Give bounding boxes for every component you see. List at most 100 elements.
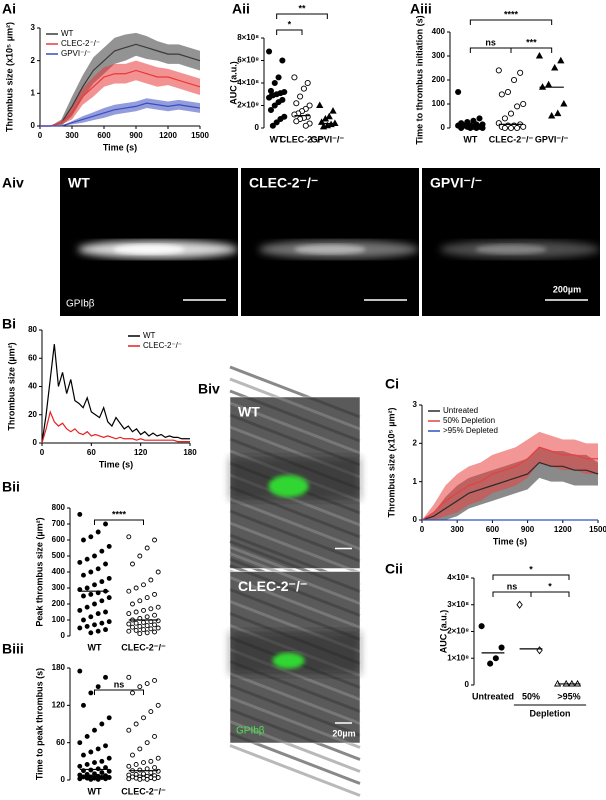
data-point bbox=[516, 600, 523, 609]
data-point bbox=[266, 48, 273, 55]
data-point bbox=[141, 627, 146, 633]
x-tick-label: CLEC-2⁻/⁻ bbox=[280, 134, 325, 144]
data-point bbox=[275, 99, 282, 106]
data-point bbox=[126, 727, 132, 733]
data-point bbox=[103, 561, 108, 567]
data-point bbox=[144, 630, 150, 636]
data-point bbox=[92, 727, 97, 733]
data-point bbox=[95, 766, 101, 772]
data-point bbox=[544, 80, 553, 88]
data-point bbox=[133, 609, 139, 615]
y-tick-label: 3×10⁸ bbox=[447, 600, 469, 609]
image-label: WT bbox=[238, 404, 260, 420]
data-point bbox=[84, 733, 90, 739]
data-point bbox=[103, 776, 108, 782]
data-line bbox=[41, 410, 190, 444]
x-tick-label: CLEC-2⁻/⁻ bbox=[489, 134, 534, 144]
data-point bbox=[137, 767, 143, 773]
data-point bbox=[103, 609, 108, 615]
y-tick-label: 100 bbox=[52, 615, 66, 624]
data-point bbox=[269, 122, 276, 129]
data-point bbox=[297, 93, 304, 100]
y-tick-label: 0 bbox=[413, 515, 418, 524]
texture bbox=[229, 401, 361, 455]
data-point bbox=[321, 114, 330, 122]
data-point bbox=[148, 577, 154, 583]
x-tick-label: WT bbox=[463, 134, 477, 144]
y-tick-label: 400 bbox=[52, 567, 66, 576]
data-point bbox=[325, 112, 333, 120]
data-point bbox=[99, 721, 105, 727]
data-point bbox=[126, 763, 132, 769]
x-tick-label: 300 bbox=[65, 131, 79, 140]
data-point bbox=[302, 122, 309, 129]
signal bbox=[268, 475, 309, 498]
data-point bbox=[306, 102, 313, 109]
data-line bbox=[41, 344, 190, 444]
data-point bbox=[133, 585, 139, 591]
y-tick-label: 300 bbox=[432, 51, 446, 60]
y-tick-label: 600 bbox=[52, 535, 66, 544]
y-axis-label: Thrombus size (x10⁵ µm²) bbox=[4, 22, 14, 132]
data-point bbox=[99, 598, 105, 604]
panel-label: Biv bbox=[198, 381, 220, 397]
data-point bbox=[77, 511, 83, 517]
y-tick-label: 0 bbox=[31, 121, 36, 130]
y-axis-label: Time to peak thrombus (s) bbox=[34, 668, 44, 780]
data-point bbox=[126, 611, 132, 617]
data-point bbox=[152, 776, 157, 782]
significance-bracket bbox=[469, 19, 553, 25]
data-point bbox=[106, 575, 112, 581]
data-point bbox=[152, 765, 157, 771]
y-axis-label: AUC (a.u.) bbox=[228, 61, 238, 105]
data-point bbox=[133, 627, 139, 633]
texture bbox=[229, 744, 361, 797]
data-point bbox=[106, 619, 112, 625]
data-point bbox=[130, 624, 135, 630]
significance-bracket bbox=[530, 591, 570, 597]
data-point bbox=[293, 100, 300, 107]
data-point bbox=[77, 559, 83, 565]
data-point bbox=[152, 537, 157, 543]
data-point bbox=[99, 579, 105, 585]
frame bbox=[229, 396, 361, 569]
texture bbox=[229, 509, 361, 563]
data-point bbox=[133, 761, 139, 767]
signal bbox=[113, 244, 185, 255]
data-point bbox=[95, 529, 101, 535]
panel-label: Cii bbox=[385, 561, 403, 577]
data-point bbox=[88, 614, 94, 620]
y-tick-label: 0 bbox=[441, 123, 446, 132]
y-tick-label: 8×10⁸ bbox=[237, 33, 259, 42]
x-tick-label: 1200 bbox=[554, 525, 572, 534]
data-point bbox=[319, 122, 328, 130]
x-tick-label: 1200 bbox=[159, 131, 177, 140]
significance-label: **** bbox=[504, 9, 519, 19]
y-tick-label: 1×10⁸ bbox=[447, 653, 469, 662]
data-point bbox=[554, 109, 562, 117]
y-axis-label: Time to thrombus initiation (s) bbox=[414, 15, 424, 144]
x-tick-label: 900 bbox=[129, 131, 143, 140]
data-line bbox=[421, 446, 598, 521]
signal bbox=[475, 244, 547, 255]
data-point bbox=[144, 776, 150, 782]
significance-bracket bbox=[94, 519, 144, 525]
data-point bbox=[92, 622, 97, 628]
data-point bbox=[77, 607, 83, 613]
data-point bbox=[95, 611, 101, 617]
data-point bbox=[271, 79, 278, 87]
y-tick-label: 200 bbox=[52, 599, 66, 608]
texture bbox=[229, 552, 361, 605]
signal bbox=[294, 244, 366, 255]
legend-label: CLEC-2⁻/⁻ bbox=[143, 341, 182, 350]
data-point bbox=[155, 755, 161, 761]
x-tick-label: 60 bbox=[87, 448, 96, 457]
data-point bbox=[492, 655, 499, 662]
data-point bbox=[95, 628, 101, 634]
data-point bbox=[141, 771, 146, 777]
data-point bbox=[536, 646, 543, 655]
panel-label: Aiv bbox=[2, 175, 24, 191]
data-point bbox=[155, 604, 161, 610]
panel-label: Biii bbox=[2, 641, 24, 657]
